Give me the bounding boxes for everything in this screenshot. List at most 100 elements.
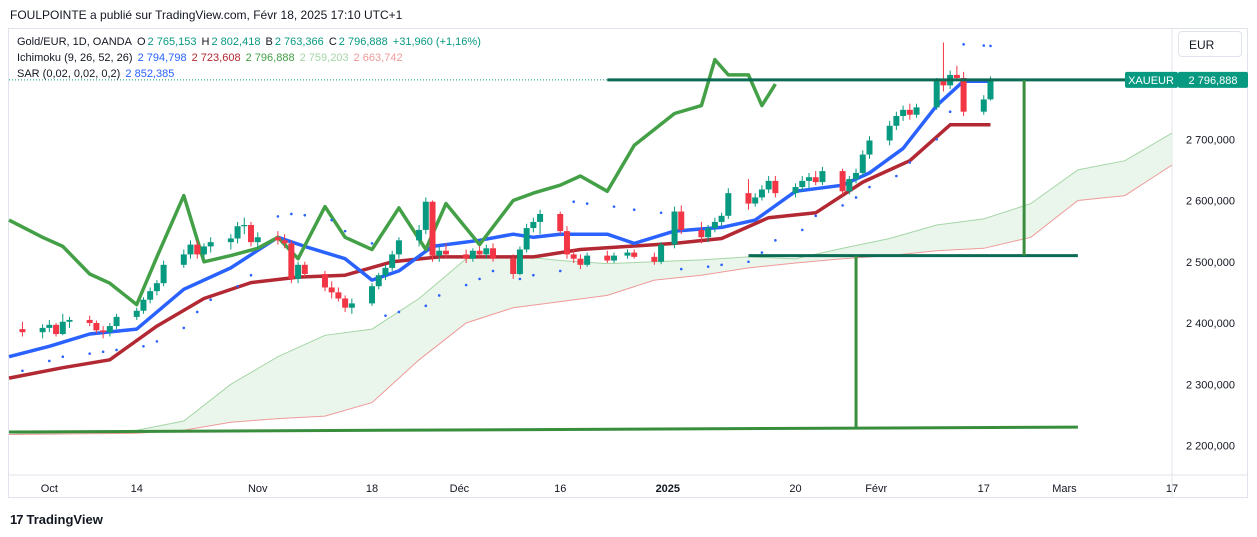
legend-low-label: B <box>265 36 273 48</box>
sar-label: SAR (0,02, 0,02, 0,2) <box>17 68 121 80</box>
sar-point <box>209 298 212 302</box>
candle-body <box>301 264 308 274</box>
candle-body <box>147 291 154 300</box>
legend-change: +31,960 (+1,16%) <box>392 36 481 48</box>
candle-body <box>100 330 107 333</box>
x-tick-label: 14 <box>131 483 143 495</box>
candle-body <box>718 215 725 222</box>
sar-point <box>115 348 118 352</box>
sar-point <box>48 359 51 363</box>
x-tick-label: Déc <box>450 483 470 495</box>
candle-body <box>133 310 140 317</box>
candle-body <box>234 226 241 239</box>
candle-body <box>853 172 860 180</box>
candle-body <box>39 327 46 333</box>
candle-body <box>369 286 376 304</box>
sar-point <box>195 310 199 314</box>
candle-body <box>799 180 806 188</box>
candle-body <box>812 177 819 183</box>
ichimoku-span-b-value: 2 663,742 <box>353 52 403 64</box>
sar-point <box>384 314 387 317</box>
ichimoku-span-b-line <box>8 164 1173 435</box>
sar-point <box>532 273 535 277</box>
candle-body <box>940 81 947 86</box>
candle-body <box>46 324 53 328</box>
candle-body <box>805 177 812 181</box>
ichimoku-span-a-value: 2 759,203 <box>299 52 349 64</box>
candle-body <box>893 115 900 126</box>
y-tick-label: 2 700,000 <box>1186 134 1235 146</box>
candle-body <box>839 171 846 192</box>
legend-ichimoku[interactable]: Ichimoku (9, 26, 52, 26) 2 794,798 2 723… <box>17 52 405 64</box>
sar-point <box>61 355 65 358</box>
chart-frame <box>8 28 1248 498</box>
candle-body <box>241 225 248 227</box>
candle-body <box>792 187 799 194</box>
candle-body <box>153 283 160 292</box>
x-tick-label: 16 <box>554 483 566 495</box>
candle-body <box>389 254 396 268</box>
sar-point <box>868 185 871 189</box>
currency-button[interactable]: EUR <box>1178 31 1242 57</box>
candle-body <box>900 109 907 116</box>
sar-point <box>303 213 307 217</box>
candle-body <box>227 238 234 243</box>
ichimoku-span-a-line <box>8 132 1173 435</box>
candle-body <box>194 244 201 255</box>
candle-body <box>328 287 335 293</box>
candle-body <box>933 81 940 108</box>
candle-body <box>476 250 483 255</box>
sar-point <box>343 229 347 233</box>
candle-body <box>604 255 611 261</box>
sar-point <box>706 265 710 268</box>
candle-body <box>953 74 960 78</box>
sar-point <box>747 260 750 264</box>
candle-body <box>846 179 853 192</box>
candle-body <box>66 319 73 322</box>
candle-body <box>86 319 93 323</box>
candle-body <box>980 99 987 112</box>
tradingview-brand[interactable]: 17 TradingView <box>10 512 103 527</box>
y-tick-label: 2 300,000 <box>1186 379 1235 391</box>
sar-point <box>101 350 105 354</box>
candle-body <box>537 213 544 222</box>
candle-body <box>463 254 470 259</box>
candle-body <box>483 248 490 255</box>
legend-open-label: O <box>136 36 146 48</box>
candle-body <box>375 275 382 287</box>
candle-body <box>772 180 779 194</box>
ichimoku-label: Ichimoku (9, 26, 52, 26) <box>17 52 133 64</box>
candle-body <box>671 211 678 245</box>
sar-point <box>478 277 481 281</box>
sar-point <box>558 269 562 273</box>
candle-body <box>469 250 476 259</box>
legend-close-label: C <box>328 36 337 48</box>
candle-body <box>436 250 443 256</box>
candle-body <box>725 193 732 216</box>
sar-point <box>572 200 575 204</box>
candle-body <box>516 249 523 274</box>
x-tick-label: 2025 <box>656 483 680 495</box>
price-tag-symbol-bg <box>1125 71 1178 88</box>
candle-body <box>510 258 517 274</box>
candle-body <box>113 316 120 327</box>
x-tick-label: 18 <box>366 483 378 495</box>
candle-body <box>416 229 423 241</box>
x-tick-label: Févr <box>865 483 887 495</box>
sar-point <box>895 174 898 178</box>
candle-body <box>523 228 530 250</box>
legend-low-value: 2 763,366 <box>274 36 324 48</box>
price-tag-value: 2 796,888 <box>1189 75 1238 87</box>
legend-high-value: 2 802,418 <box>211 36 261 48</box>
x-tick-label: 17 <box>1166 483 1178 495</box>
candle-body <box>274 237 281 241</box>
candle-body <box>530 221 537 229</box>
sar-point <box>88 352 91 355</box>
sar-point <box>276 215 280 218</box>
candle-body <box>106 326 113 333</box>
legend-sar[interactable]: SAR (0,02, 0,02, 0,2) 2 852,385 <box>17 68 176 80</box>
legend-high-label: H <box>201 36 210 48</box>
candle-body <box>658 244 665 262</box>
sar-point <box>679 267 683 271</box>
